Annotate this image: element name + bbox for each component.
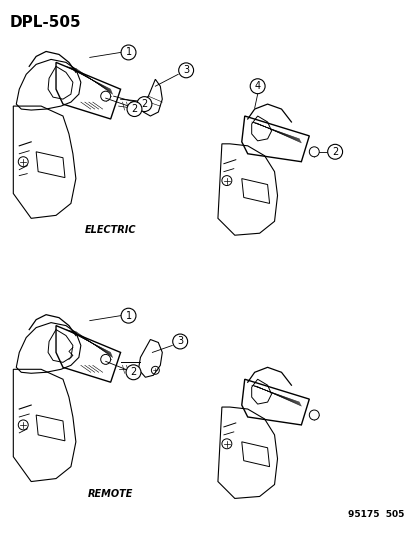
Circle shape <box>126 365 140 379</box>
Text: 3: 3 <box>177 336 183 346</box>
Circle shape <box>137 96 152 111</box>
Text: 1: 1 <box>125 311 131 321</box>
Circle shape <box>249 79 264 94</box>
Text: ELECTRIC: ELECTRIC <box>85 225 136 235</box>
Text: 2: 2 <box>331 147 337 157</box>
Circle shape <box>309 147 318 157</box>
Circle shape <box>100 354 110 365</box>
Text: 2: 2 <box>131 104 137 114</box>
Circle shape <box>127 102 142 117</box>
Circle shape <box>309 410 318 420</box>
Circle shape <box>121 308 135 323</box>
Text: 2: 2 <box>130 367 136 377</box>
Text: 4: 4 <box>254 81 260 91</box>
Circle shape <box>100 91 110 101</box>
Circle shape <box>327 144 342 159</box>
Text: 2: 2 <box>141 99 147 109</box>
Circle shape <box>178 63 193 78</box>
Text: DPL-505: DPL-505 <box>9 15 81 30</box>
Circle shape <box>121 45 135 60</box>
Circle shape <box>172 334 187 349</box>
Text: REMOTE: REMOTE <box>88 489 133 498</box>
Text: 1: 1 <box>125 47 131 58</box>
Text: 95175  505: 95175 505 <box>347 510 404 519</box>
Text: 3: 3 <box>183 66 189 75</box>
